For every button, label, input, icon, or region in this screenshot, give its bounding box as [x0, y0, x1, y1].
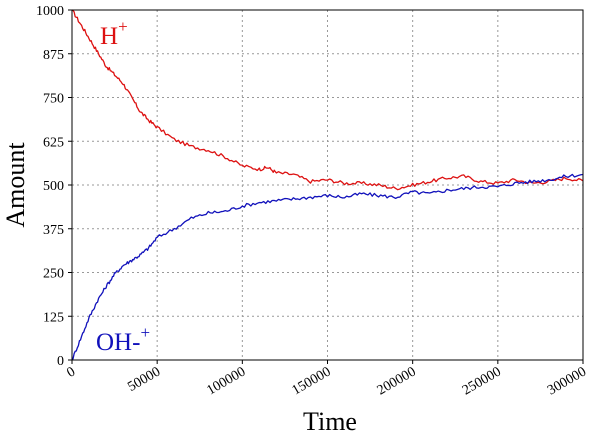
y-tick-label: 250 [43, 267, 64, 282]
series-label-oh-sup: + [140, 323, 150, 342]
y-tick-label: 875 [43, 48, 64, 63]
y-tick-label: 0 [57, 354, 64, 369]
x-axis-title: Time [303, 407, 357, 436]
y-tick-label: 1000 [36, 4, 64, 19]
series-label-h-base: H [100, 23, 118, 50]
grid [72, 10, 583, 360]
series-label-oh: OH-+ [96, 323, 150, 356]
series-label-h-sup: + [118, 17, 128, 36]
x-tick-label: 250000 [460, 364, 504, 398]
y-tick-label: 750 [43, 92, 64, 107]
series-label-h-plus: H+ [100, 17, 128, 50]
y-tick-label: 500 [43, 179, 64, 194]
x-tick-label: 200000 [375, 364, 419, 398]
y-tick-label: 375 [43, 223, 64, 238]
series-line-0 [71, 9, 584, 191]
x-tick-label: 50000 [125, 364, 163, 394]
y-tick-label: 125 [43, 310, 64, 325]
series-line-1 [71, 173, 584, 361]
x-tick-label: 150000 [290, 364, 334, 398]
series-label-oh-base: OH- [96, 329, 140, 356]
x-tick-label: 300000 [545, 364, 589, 398]
series-layer [71, 9, 584, 361]
y-axis-title: Amount [1, 142, 30, 228]
y-tick-label: 625 [43, 135, 64, 150]
x-tick-label: 0 [64, 364, 78, 380]
x-tick-label: 100000 [204, 364, 248, 398]
